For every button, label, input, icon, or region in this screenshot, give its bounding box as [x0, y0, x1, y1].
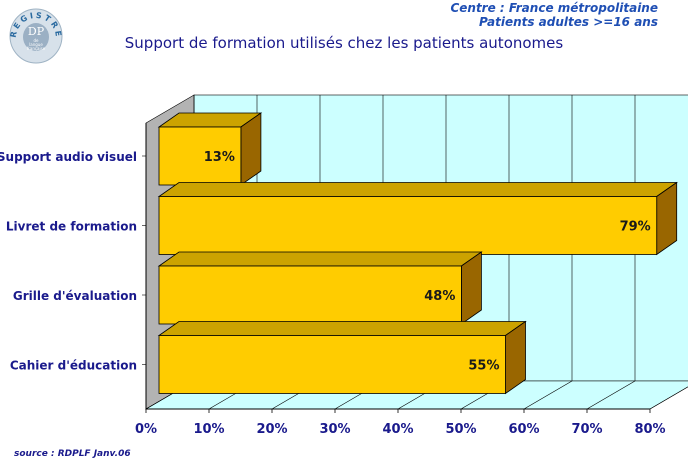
source-note: source : RDPLF Janv.06 [14, 449, 131, 459]
bar-front [158, 196, 658, 255]
data-label: 48% [424, 289, 455, 304]
registre-logo: REGISTRE DP de langue française [9, 8, 63, 64]
x-tick-label: 10% [193, 422, 224, 437]
labels: 13% Support audio visuel 79% Livret de form… [0, 150, 666, 437]
bar-top [157, 251, 483, 267]
logo-sub-text-2: langue [29, 42, 43, 47]
category-label: Livret de formation [6, 220, 137, 234]
x-tick-label: 60% [508, 422, 539, 437]
bar-front [158, 126, 242, 186]
data-label: 79% [620, 220, 651, 235]
category-label: Grille d'évaluation [13, 289, 137, 303]
floor-grid-line [649, 386, 688, 410]
floor-grid-line [586, 380, 636, 410]
category-label: Support audio visuel [0, 150, 137, 164]
bar-front [158, 335, 506, 394]
logo-sub-text-3: française [27, 46, 46, 51]
logo-center-text: DP [28, 25, 45, 38]
x-tick-label: 50% [445, 422, 476, 437]
logo-sub-text-1: de [34, 38, 40, 43]
category-label: Cahier d'éducation [10, 359, 137, 373]
header-centre: Centre : France métropolitaine [450, 1, 658, 15]
bar-top [157, 321, 527, 336]
x-tick-label: 20% [256, 422, 287, 437]
bars [157, 112, 678, 395]
chart-title: Support de formation utilisés chez les p… [124, 34, 564, 52]
x-tick-label: 0% [135, 422, 157, 437]
data-label: 55% [468, 359, 499, 374]
floor-grid-line [523, 380, 573, 410]
data-label: 13% [204, 150, 235, 165]
x-tick-label: 70% [571, 422, 602, 437]
x-tick-label: 30% [319, 422, 350, 437]
bar-top [157, 182, 678, 197]
x-tick-label: 80% [634, 422, 665, 437]
header-patients: Patients adultes >=16 ans [478, 15, 658, 29]
x-tick-label: 40% [382, 422, 413, 437]
bar-front [158, 265, 462, 325]
axes [142, 123, 651, 413]
